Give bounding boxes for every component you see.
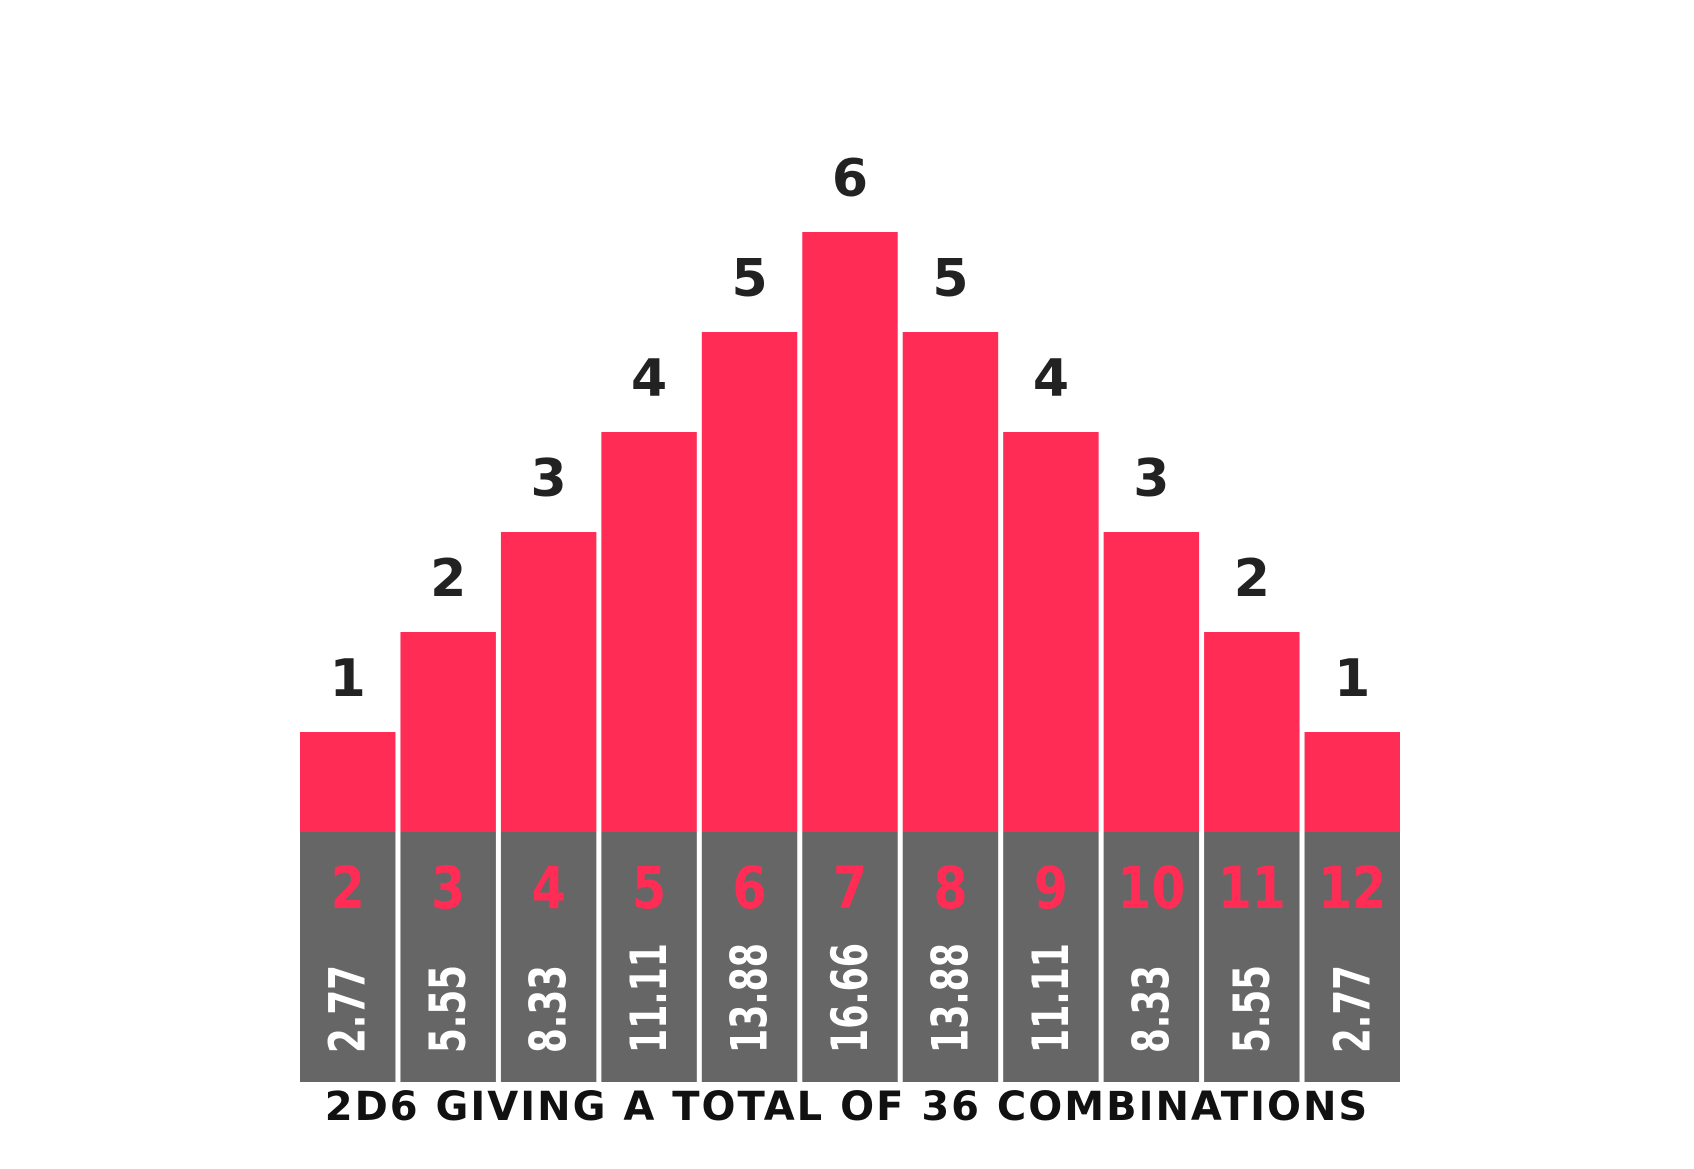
bar [300,732,396,832]
count-label: 3 [1133,449,1169,509]
sum-label: 8 [933,854,967,922]
percent-label: 5.55 [419,965,477,1053]
bar [500,532,597,832]
base-cell [1304,832,1400,1082]
count-label: 2 [430,549,466,609]
count-label: 6 [832,149,868,209]
base-cell [300,832,396,1082]
count-label: 5 [731,249,767,309]
count-label: 2 [1234,549,1270,609]
percent-label: 5.55 [1223,965,1281,1053]
bar [400,632,496,832]
percent-label: 8.33 [520,965,578,1053]
percent-label: 16.66 [821,943,879,1053]
percent-label: 2.77 [319,965,377,1053]
percent-label: 2.77 [1323,965,1381,1053]
count-label: 4 [1033,349,1069,409]
sum-label: 7 [833,854,867,922]
bar [1003,432,1099,832]
base-cell [1103,832,1200,1082]
sum-label: 4 [532,854,566,922]
bar [601,432,697,832]
bar [701,332,798,832]
base-cell [400,832,496,1082]
percent-label: 13.88 [721,943,779,1053]
bar [1304,732,1400,832]
base-cell [1204,832,1300,1082]
sum-label: 3 [431,854,465,922]
bar [1204,632,1300,832]
bar [802,232,898,832]
base-cell [601,832,697,1082]
count-label: 1 [330,649,366,709]
percent-label: 11.11 [620,943,678,1053]
percent-label: 11.11 [1022,943,1080,1053]
sum-label: 6 [733,854,767,922]
percent-label: 13.88 [921,943,979,1053]
base-cell [802,832,898,1082]
percent-label: 8.33 [1122,965,1180,1053]
base-cell [701,832,798,1082]
count-label: 1 [1334,649,1370,709]
sum-label: 10 [1117,854,1185,922]
count-label: 3 [531,449,567,509]
count-label: 4 [631,349,667,409]
base-cell [500,832,597,1082]
bar [1103,532,1200,832]
sum-label: 2 [331,854,365,922]
sum-label: 12 [1318,854,1386,922]
sum-label: 9 [1034,854,1068,922]
chart-caption: 2D6 GIVING A TOTAL OF 36 COMBINATIONS [324,1084,1370,1130]
sum-label: 5 [632,854,666,922]
base-cell [1003,832,1099,1082]
bar [902,332,999,832]
count-label: 5 [932,249,968,309]
base-cell [902,832,999,1082]
sum-label: 11 [1218,854,1286,922]
